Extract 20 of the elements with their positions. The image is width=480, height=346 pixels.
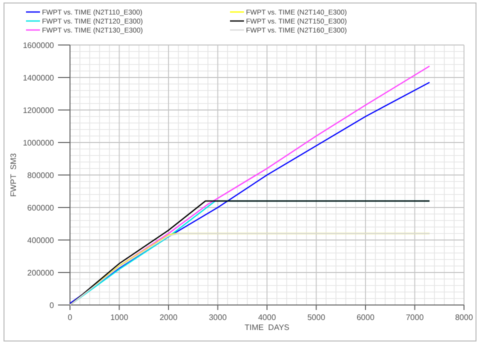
x-tick-label: 8000	[455, 313, 474, 322]
y-tick-label: 400000	[27, 236, 55, 245]
x-tick-label: 3000	[208, 313, 228, 322]
x-tick-label: 2000	[160, 313, 178, 322]
y-axis-title: FWPT SM3	[9, 152, 18, 197]
y-tick-label: 1000000	[22, 138, 55, 148]
y-tick-label: 200000	[27, 268, 55, 278]
x-tick-label: 1000	[110, 313, 129, 322]
x-tick-label: 5000	[307, 313, 326, 322]
y-tick-label: 0	[50, 301, 55, 310]
x-tick-label: 0	[68, 313, 73, 322]
y-tick-label: 600000	[27, 204, 55, 212]
x-axis-title: TIME DAYS	[244, 323, 290, 332]
x-tick-label: 7000	[406, 313, 424, 322]
y-tick-label: 800000	[27, 171, 55, 180]
y-tick-label: 1200000	[22, 106, 55, 115]
y-tick-label: 1400000	[22, 74, 55, 82]
x-tick-label: 4000	[258, 313, 276, 322]
y-tick-label: 1600000	[22, 41, 55, 50]
x-tick-label: 6000	[356, 313, 375, 322]
